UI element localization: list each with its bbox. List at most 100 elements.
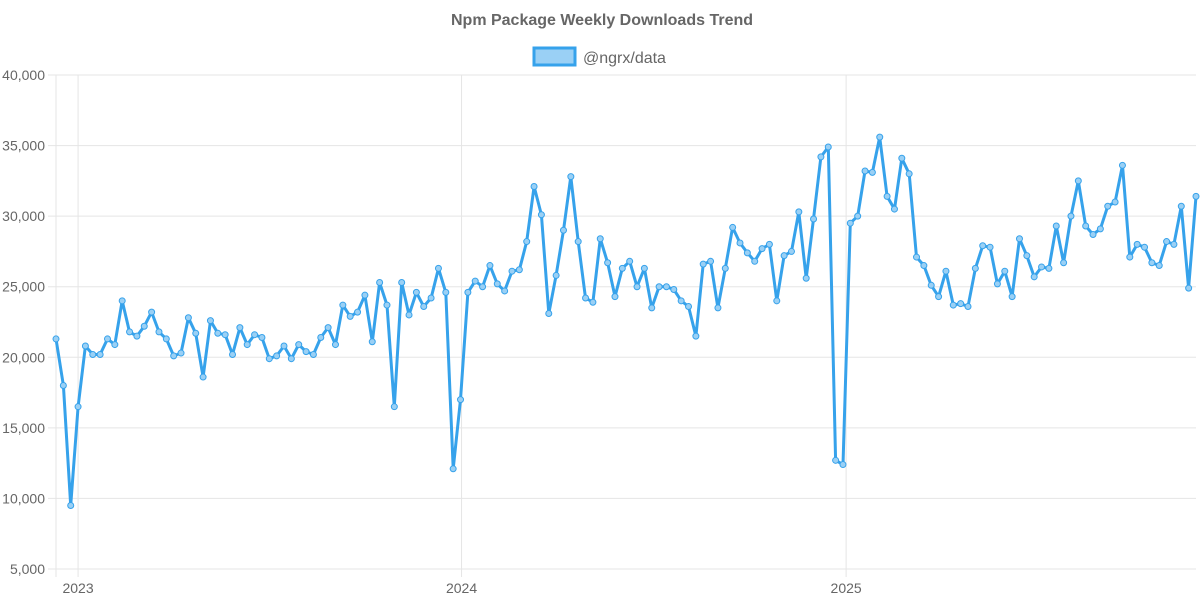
data-point (405, 311, 413, 319)
data-point (206, 317, 214, 325)
data-point (251, 331, 259, 339)
data-point (214, 329, 222, 337)
y-tick-label: 25,000 (2, 279, 45, 295)
data-point (890, 205, 898, 213)
data-point (883, 192, 891, 200)
data-point (67, 501, 75, 509)
data-point (611, 293, 619, 301)
data-point (993, 280, 1001, 288)
data-point (552, 271, 560, 279)
data-point (148, 308, 156, 316)
data-point (383, 301, 391, 309)
data-point (427, 294, 435, 302)
y-tick-label: 15,000 (2, 420, 45, 436)
data-point (920, 262, 928, 270)
data-point (1177, 202, 1185, 210)
data-point (1163, 238, 1171, 246)
data-point (199, 373, 207, 381)
data-point (287, 355, 295, 363)
y-tick-label: 5,000 (10, 561, 45, 577)
data-point (1089, 230, 1097, 238)
data-point (537, 211, 545, 219)
data-point (1023, 252, 1031, 260)
data-point (1074, 177, 1082, 185)
data-point (309, 350, 317, 358)
data-point (1192, 192, 1200, 200)
data-point (331, 341, 339, 349)
data-point (184, 314, 192, 322)
data-point (368, 338, 376, 346)
data-point (1082, 222, 1090, 230)
series-line (54, 135, 1198, 507)
data-point (949, 301, 957, 309)
data-point (795, 208, 803, 216)
data-point (493, 280, 501, 288)
legend-item[interactable]: @ngrx/data (532, 46, 666, 67)
data-point (942, 267, 950, 275)
data-point (854, 212, 862, 220)
data-point (905, 170, 913, 178)
data-point (479, 283, 487, 291)
data-point (361, 291, 369, 299)
data-point (442, 288, 450, 296)
y-tick-label: 20,000 (2, 349, 45, 365)
data-point (1045, 264, 1053, 272)
data-point (221, 331, 229, 339)
data-point (390, 403, 398, 411)
data-point (1008, 293, 1016, 301)
data-point (824, 143, 832, 151)
data-point (868, 168, 876, 176)
data-point (273, 352, 281, 360)
y-tick-label: 35,000 (2, 138, 45, 154)
data-point (162, 335, 170, 343)
data-point (354, 308, 362, 316)
chart-title: Npm Package Weekly Downloads Trend (451, 12, 753, 29)
x-tick-label: 2025 (831, 580, 862, 596)
data-point (302, 348, 310, 356)
data-point (317, 334, 325, 342)
data-point (236, 324, 244, 332)
data-point (192, 329, 200, 337)
data-point (126, 328, 134, 336)
data-point (589, 298, 597, 306)
data-point (721, 264, 729, 272)
data-point (457, 396, 465, 404)
data-point (501, 287, 509, 295)
data-point (979, 242, 987, 250)
data-point (133, 332, 141, 340)
data-point (1096, 225, 1104, 233)
data-point (346, 312, 354, 320)
data-point (508, 267, 516, 275)
data-point (640, 264, 648, 272)
data-point (832, 456, 840, 464)
data-point (707, 257, 715, 265)
data-point (810, 215, 818, 223)
data-point (258, 334, 266, 342)
data-point (685, 302, 693, 310)
data-point (861, 167, 869, 175)
data-point (574, 238, 582, 246)
data-point (1030, 273, 1038, 281)
data-point (545, 310, 553, 318)
data-point (1060, 259, 1068, 267)
data-point (339, 301, 347, 309)
data-point (670, 286, 678, 294)
data-point (699, 260, 707, 268)
data-point (523, 238, 531, 246)
data-point (964, 302, 972, 310)
data-point (280, 342, 288, 350)
data-point (140, 322, 148, 330)
data-point (376, 278, 384, 286)
data-point (243, 341, 251, 349)
data-point (758, 245, 766, 253)
data-point (118, 297, 126, 305)
data-point (170, 352, 178, 360)
data-point (1052, 222, 1060, 230)
data-point (486, 262, 494, 270)
data-point (1015, 235, 1023, 243)
data-point (935, 293, 943, 301)
data-point (1155, 262, 1163, 270)
data-point (74, 403, 82, 411)
data-point (567, 173, 575, 181)
data-point (52, 335, 60, 343)
